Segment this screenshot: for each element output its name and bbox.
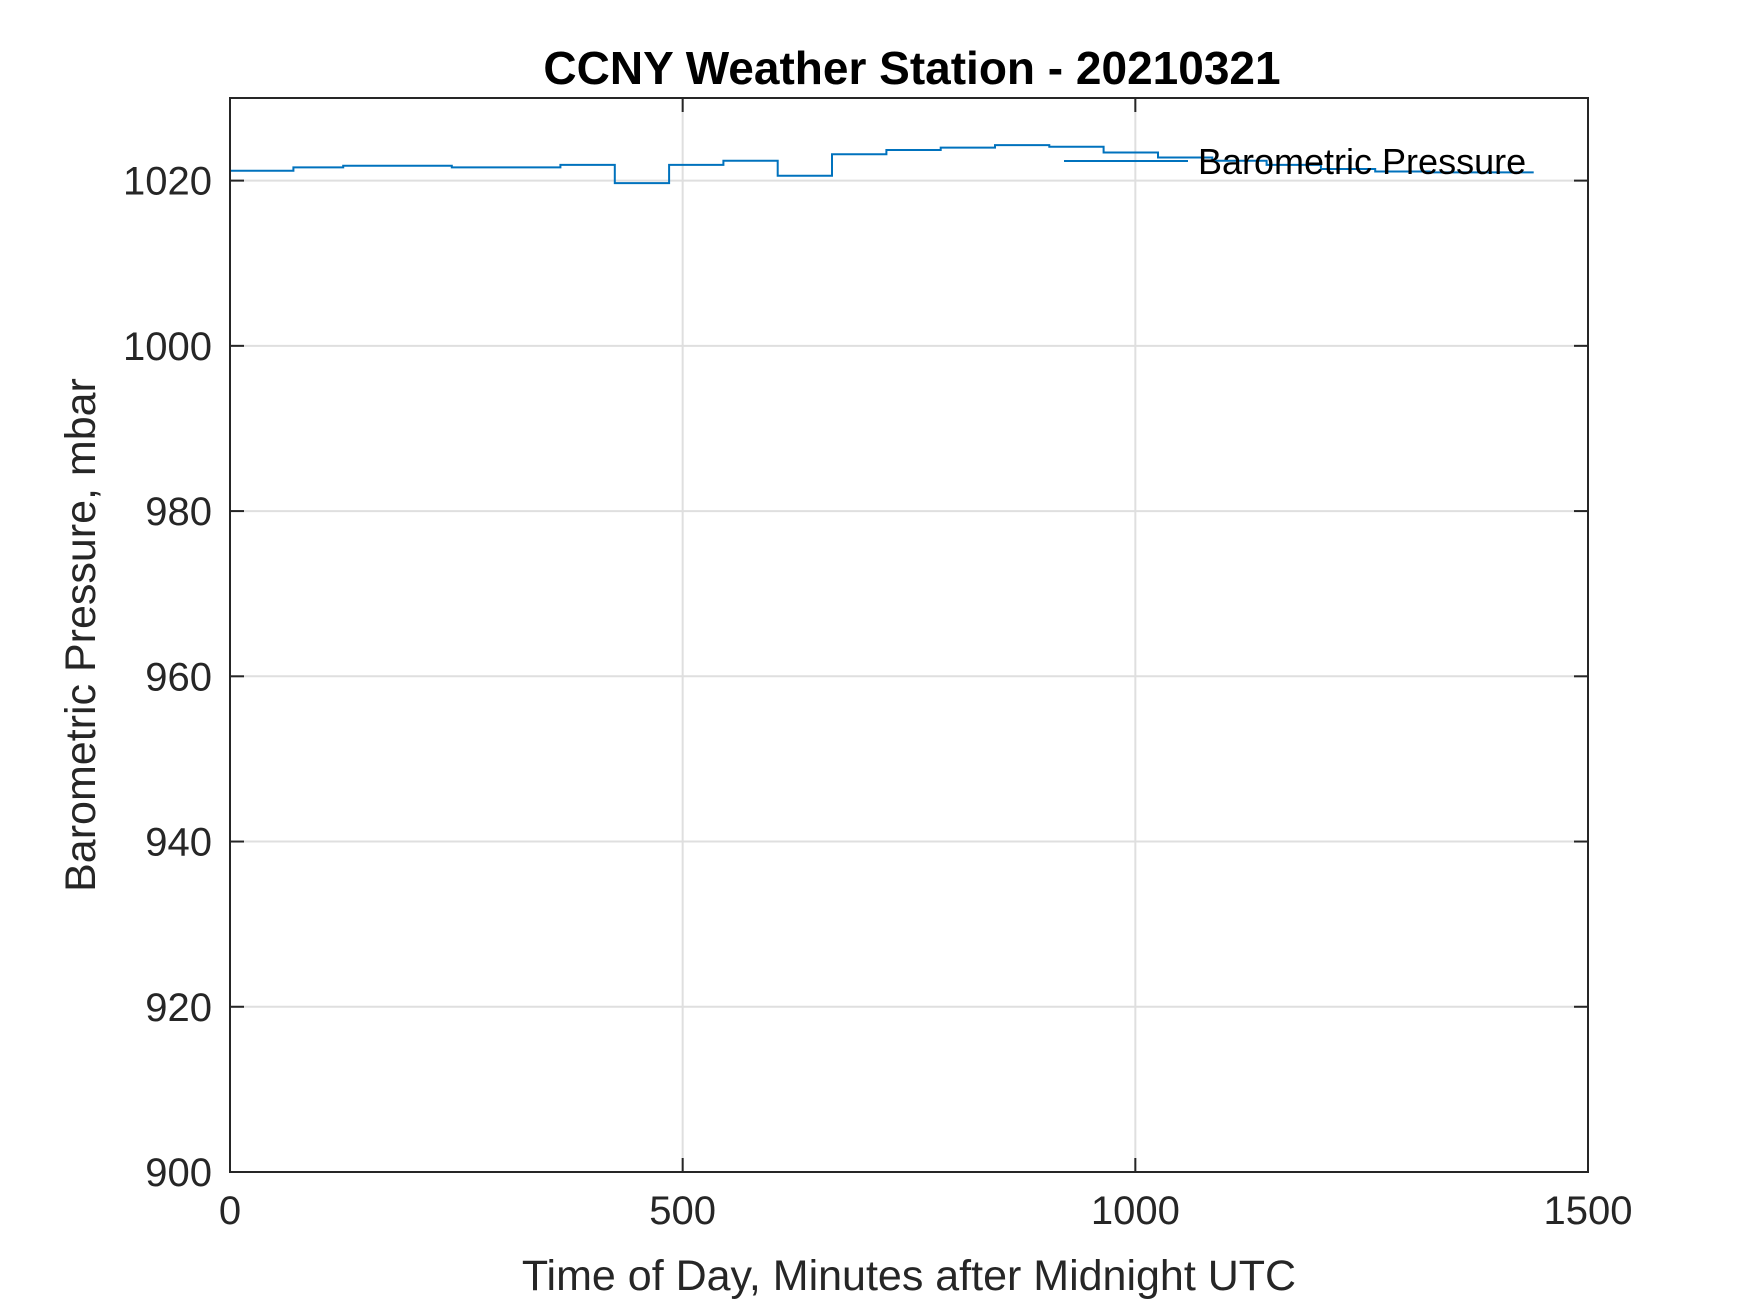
ticks (229, 98, 1589, 1173)
tick-labels: 900 920 940 960 980 1000 1020 0 500 1000 1500 (123, 160, 1632, 1233)
y-tick-label: 980 (145, 490, 212, 534)
legend-label: Barometric Pressure (1198, 141, 1526, 182)
series-layer (230, 144, 1534, 185)
x-axis-label: Time of Day, Minutes after Midnight UTC (522, 1252, 1296, 1300)
y-tick-label: 1020 (123, 160, 212, 204)
x-tick-label: 0 (219, 1189, 241, 1233)
grid (230, 98, 1588, 1172)
chart-title: CCNY Weather Station - 20210321 (543, 42, 1280, 94)
series-line-barometric-pressure (230, 144, 1534, 185)
y-tick-label: 1000 (123, 325, 212, 369)
y-tick-label: 960 (145, 655, 212, 699)
legend: Barometric Pressure (1064, 141, 1526, 182)
y-tick-label: 920 (145, 986, 212, 1030)
y-tick-label: 900 (145, 1151, 212, 1195)
x-tick-label: 1500 (1544, 1189, 1633, 1233)
y-tick-label: 940 (145, 821, 212, 865)
x-tick-label: 500 (649, 1189, 716, 1233)
x-tick-label: 1000 (1091, 1189, 1180, 1233)
plot-area-box (229, 97, 1589, 1173)
y-axis-label: Barometric Pressure, mbar (57, 378, 105, 892)
